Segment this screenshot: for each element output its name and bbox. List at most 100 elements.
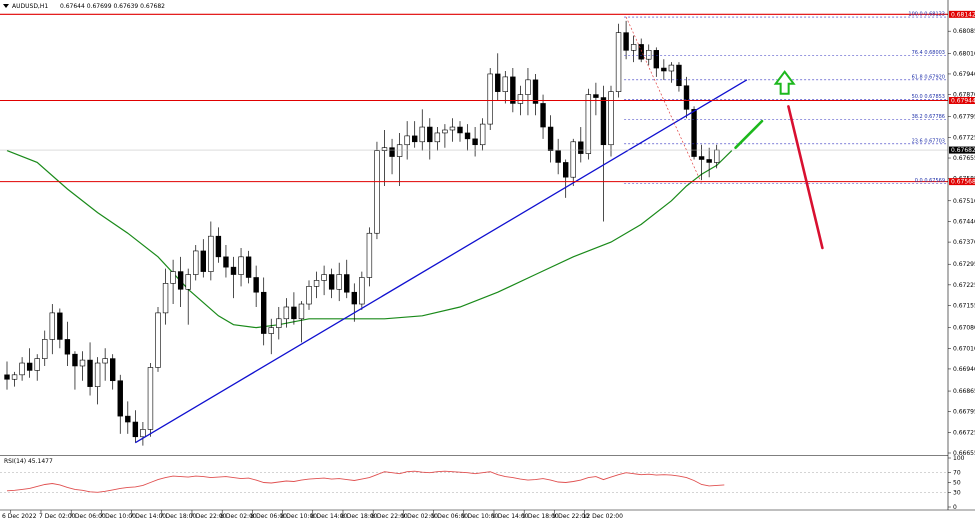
candle-body (321, 274, 327, 281)
candle (646, 44, 652, 66)
candle (344, 259, 350, 299)
candle (532, 73, 539, 116)
candle-body (162, 283, 169, 314)
candle-body (698, 156, 705, 160)
candle (562, 159, 569, 198)
green-annotation-line (734, 119, 764, 149)
candle-body (389, 147, 395, 157)
price-tick-label: 0.66655 (953, 450, 975, 457)
candle (4, 361, 10, 390)
candle-body (215, 235, 222, 258)
candle-body (193, 250, 199, 275)
candle (328, 268, 335, 299)
candle-body (411, 135, 418, 143)
candle (208, 221, 214, 281)
price-tick-label: 0.67295 (953, 261, 975, 268)
candle (291, 292, 297, 325)
candle (359, 271, 365, 310)
candle (510, 68, 516, 113)
candle (691, 106, 697, 160)
candle (147, 363, 154, 437)
candle (42, 330, 48, 366)
rsi-line (6, 470, 725, 493)
candle (479, 118, 486, 151)
candle-body (396, 144, 403, 157)
candle (306, 280, 312, 310)
time-tick-label: 9 Dec 22:00 (552, 513, 589, 520)
price-tick-label: 0.67225 (953, 282, 975, 289)
price-tick-label: 0.68085 (953, 28, 975, 35)
candle-body (125, 415, 131, 423)
time-tick-label: 7 Dec 10:00 (99, 513, 136, 520)
candle-body (185, 274, 191, 290)
candle-body (562, 162, 569, 178)
candle (396, 132, 403, 187)
candle-body (600, 97, 607, 146)
candle-body (351, 291, 357, 305)
rsi-tick-label: 70 (953, 470, 961, 477)
candle (630, 35, 637, 63)
candle (525, 68, 531, 116)
fibonacci-level-label: 76.4 0.68003 (912, 50, 945, 56)
candle-body (223, 256, 229, 268)
candle (49, 304, 56, 355)
candle-body (555, 150, 561, 163)
candle-body (661, 67, 667, 72)
candle (185, 268, 191, 325)
candle (676, 62, 682, 92)
candle (72, 351, 78, 390)
price-tick-label: 0.67155 (953, 303, 975, 310)
candle-body (336, 274, 342, 290)
candle (570, 138, 576, 187)
candle-body (487, 73, 493, 125)
candle-body (26, 362, 33, 371)
rsi-tick-label: 100 (953, 455, 965, 462)
candle (434, 127, 441, 151)
candle (374, 141, 380, 240)
candle-body (381, 147, 388, 151)
candle (427, 118, 433, 160)
candle-body (253, 277, 259, 293)
candle-body (155, 312, 161, 368)
time-axis: 6 Dec 2022 7 Dec 02:007 Dec 06:007 Dec 10… (2, 510, 623, 520)
candle (351, 283, 357, 322)
candle-body (457, 126, 463, 134)
time-tick-label: 7 Dec 06:00 (69, 513, 106, 520)
time-tick-label: 9 Dec 18:00 (522, 513, 559, 520)
candle-body (328, 274, 335, 290)
candle (668, 62, 675, 83)
candle-body (140, 429, 146, 438)
candle (336, 262, 342, 302)
level-price-label: 0.68142 (951, 11, 975, 18)
candle-body (593, 94, 599, 98)
time-tick-label: 9 Dec 02:00 (401, 513, 438, 520)
candle-body (79, 359, 86, 367)
candle-body (72, 353, 78, 367)
level-price-label: 0.67944 (951, 97, 975, 104)
time-tick-label: 8 Dec 18:00 (341, 513, 378, 520)
candle-body (615, 32, 622, 92)
candle-body (713, 149, 720, 163)
rsi-tick-label: 30 (953, 489, 961, 496)
candle-body (102, 358, 108, 364)
candle-body (359, 277, 365, 305)
candle-body (517, 94, 524, 104)
price-tick-label: 0.66865 (953, 388, 975, 395)
candle-body (11, 374, 18, 380)
candle-body (502, 76, 508, 92)
current-price-tag (949, 146, 975, 154)
candle (177, 256, 184, 307)
candle-body (291, 306, 297, 320)
candle-body (49, 312, 56, 340)
candle (683, 76, 690, 119)
candle-body (132, 421, 139, 438)
fibonacci-level-label: 0.0 0.67569 (915, 178, 945, 184)
